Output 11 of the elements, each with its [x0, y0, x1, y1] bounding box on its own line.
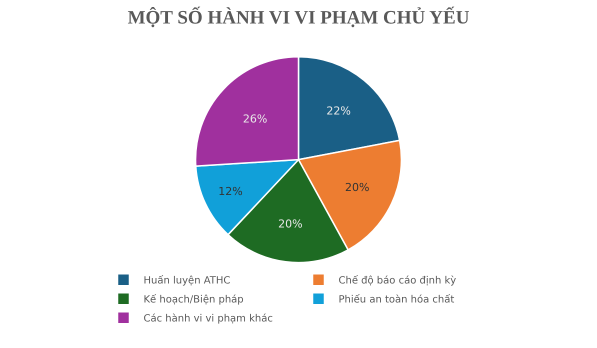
legend-label: Chế độ báo cáo định kỳ [338, 274, 456, 287]
data-label: 26% [242, 112, 268, 126]
data-label: 20% [344, 180, 370, 194]
legend-label: Kế hoạch/Biện pháp [144, 294, 244, 306]
chart-title: MỘT SỐ HÀNH VI VI PHẠM CHỦ YẾU [128, 6, 470, 29]
legend-label: Các hành vi vi phạm khác [144, 314, 273, 325]
legend-label: Phiếu an toàn hóa chất [338, 294, 454, 306]
legend-label: Huấn luyện ATHC [144, 274, 230, 287]
data-label: 20% [278, 217, 303, 230]
data-label: 12% [218, 185, 243, 198]
data-label: 22% [326, 104, 351, 118]
